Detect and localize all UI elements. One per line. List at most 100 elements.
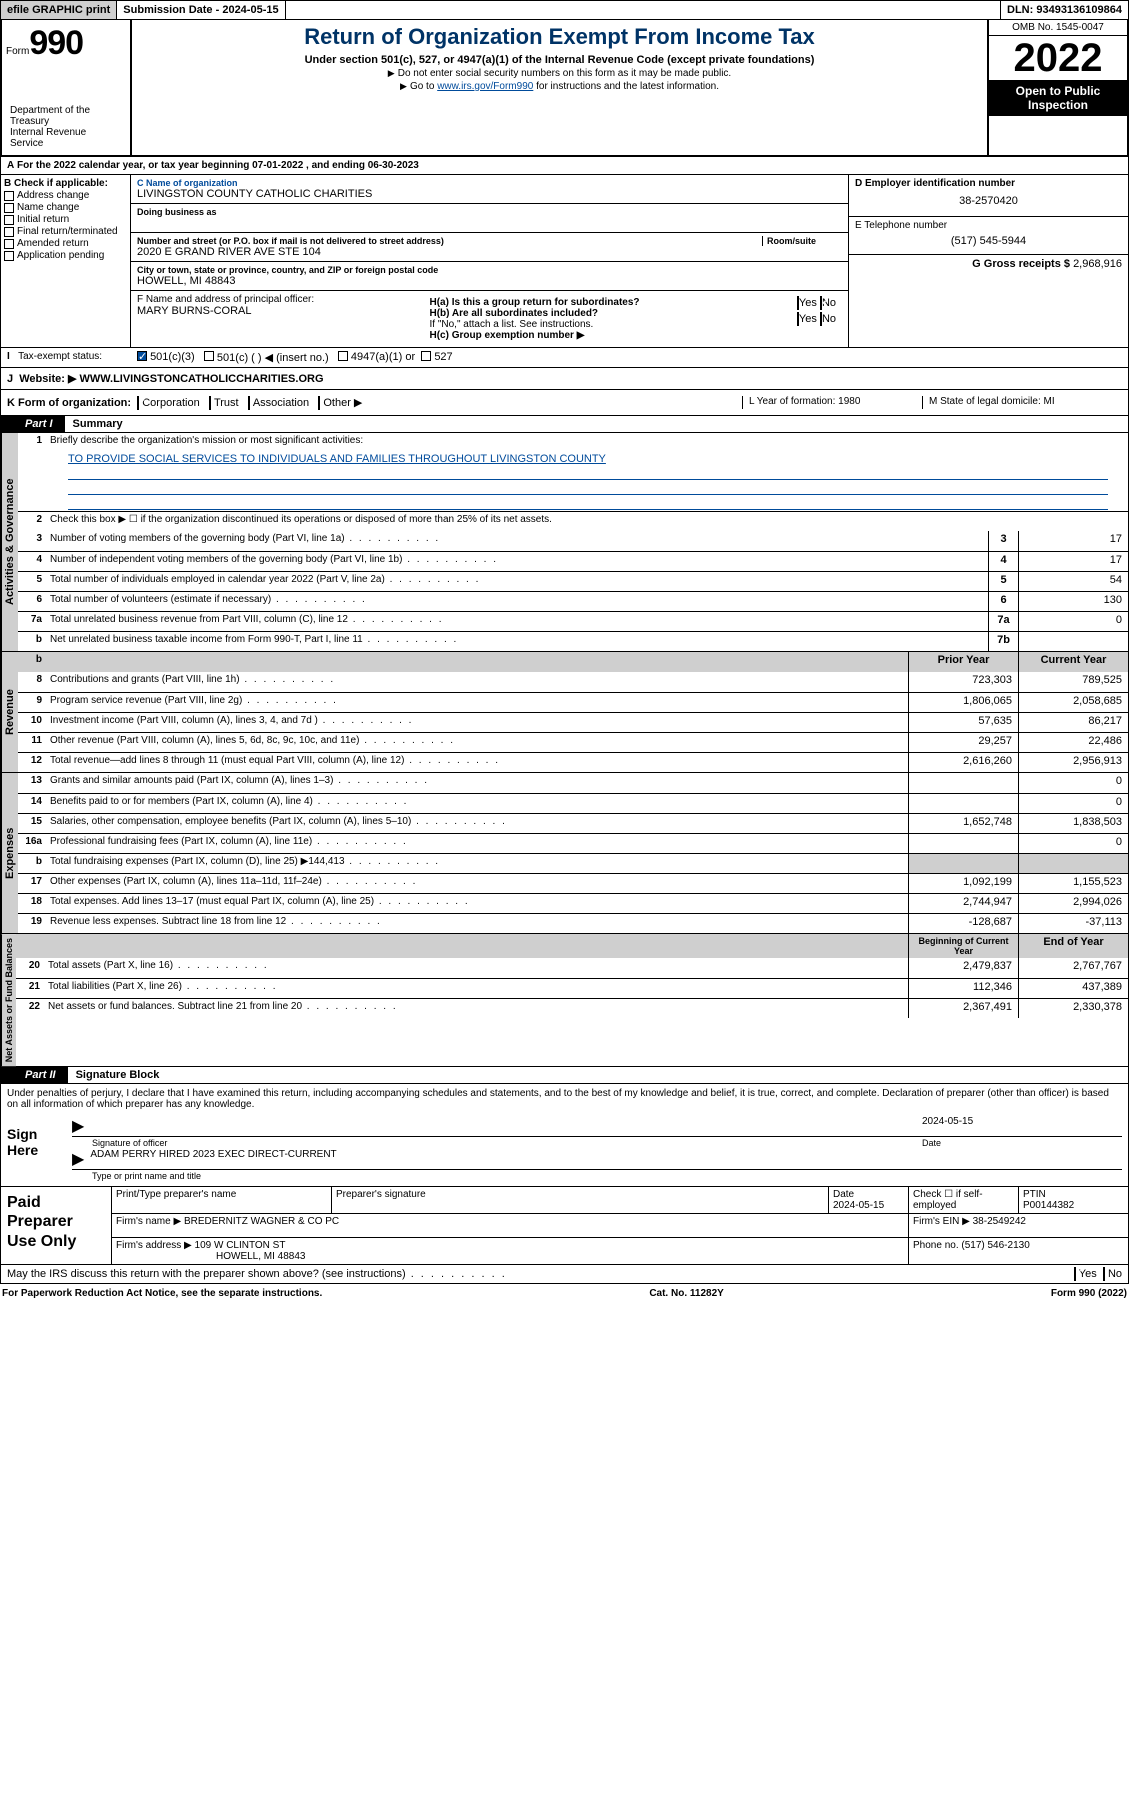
col-b-checkboxes: B Check if applicable: Address changeNam…: [1, 175, 131, 347]
line-text: Other expenses (Part IX, column (A), lin…: [46, 874, 908, 893]
line-text: Benefits paid to or for members (Part IX…: [46, 794, 908, 813]
phone: (517) 545-5944: [855, 231, 1122, 251]
e-label: E Telephone number: [855, 220, 1122, 231]
efile-print-button[interactable]: efile GRAPHIC print: [1, 1, 117, 19]
form-title: Return of Organization Exempt From Incom…: [140, 24, 979, 50]
b-checkbox[interactable]: [4, 239, 14, 249]
line-text: Number of independent voting members of …: [46, 552, 988, 571]
k-assoc-checkbox[interactable]: [248, 396, 250, 410]
k-row: K Form of organization: Corporation Trus…: [0, 390, 1129, 416]
line-value: 130: [1018, 592, 1128, 611]
ha-no-checkbox[interactable]: [820, 296, 822, 310]
line-text: Total liabilities (Part X, line 26): [44, 979, 908, 998]
current-value: 2,956,913: [1018, 753, 1128, 772]
prep-date-header: Date: [833, 1189, 854, 1200]
line-text: Total unrelated business revenue from Pa…: [46, 612, 988, 631]
501c-checkbox[interactable]: [204, 351, 214, 361]
hc-label: H(c) Group exemption number ▶: [430, 330, 717, 341]
line-text: Grants and similar amounts paid (Part IX…: [46, 773, 908, 793]
prep-sig-header: Preparer's signature: [331, 1187, 828, 1213]
may-yes-checkbox[interactable]: [1074, 1267, 1076, 1281]
line-text: Total revenue—add lines 8 through 11 (mu…: [46, 753, 908, 772]
b-checkbox[interactable]: [4, 215, 14, 225]
q1: Briefly describe the organization's miss…: [46, 433, 1128, 453]
dln: DLN: 93493136109864: [1001, 1, 1128, 19]
prior-value: [908, 794, 1018, 813]
section-a-line: A For the 2022 calendar year, or tax yea…: [0, 157, 1129, 175]
part1-header: Part ISummary: [0, 416, 1129, 433]
line-text: Program service revenue (Part VIII, line…: [46, 693, 908, 712]
cat-no: Cat. No. 11282Y: [649, 1288, 723, 1299]
line-text: Total number of individuals employed in …: [46, 572, 988, 591]
part2-header: Part IISignature Block: [0, 1067, 1129, 1084]
vlabel-netassets: Net Assets or Fund Balances: [1, 934, 16, 1066]
b-opt-label: Amended return: [17, 238, 89, 249]
city-label: City or town, state or province, country…: [137, 265, 842, 275]
form-prefix: Form: [6, 46, 29, 57]
d-label: D Employer identification number: [855, 178, 1122, 189]
b-checkbox[interactable]: [4, 203, 14, 213]
b-checkbox[interactable]: [4, 227, 14, 237]
current-value: 437,389: [1018, 979, 1128, 998]
may-no-checkbox[interactable]: [1103, 1267, 1105, 1281]
527-checkbox[interactable]: [421, 351, 431, 361]
prior-value: 1,806,065: [908, 693, 1018, 712]
section-bcdefg: B Check if applicable: Address changeNam…: [0, 175, 1129, 348]
line-text: Other revenue (Part VIII, column (A), li…: [46, 733, 908, 752]
summary-governance: Activities & Governance 1Briefly describ…: [0, 433, 1129, 652]
b-checkbox[interactable]: [4, 191, 14, 201]
line-value: 17: [1018, 552, 1128, 571]
begin-year-header: Beginning of Current Year: [908, 934, 1018, 958]
line-text: Total assets (Part X, line 16): [44, 958, 908, 978]
dba-label: Doing business as: [137, 207, 842, 217]
paid-preparer-label: Paid Preparer Use Only: [1, 1187, 111, 1264]
name-title-caption: Type or print name and title: [72, 1170, 1122, 1182]
prior-value: 723,303: [908, 672, 1018, 692]
k-other-checkbox[interactable]: [318, 396, 320, 410]
form-ref: Form 990 (2022): [1051, 1288, 1127, 1299]
may-discuss-row: May the IRS discuss this return with the…: [0, 1265, 1129, 1284]
room-label: Room/suite: [767, 236, 842, 246]
k-corp-checkbox[interactable]: [137, 396, 139, 410]
line-box: 7a: [988, 612, 1018, 631]
current-year-header: Current Year: [1018, 652, 1128, 672]
k-trust-checkbox[interactable]: [209, 396, 211, 410]
sig-date-caption: Date: [922, 1137, 1122, 1149]
prior-year-header: Prior Year: [908, 652, 1018, 672]
firm-addr2: HOWELL, MI 48843: [116, 1251, 305, 1262]
prior-value: -128,687: [908, 914, 1018, 933]
prep-date: 2024-05-15: [833, 1200, 884, 1211]
prior-value: [908, 773, 1018, 793]
submission-date: Submission Date - 2024-05-15: [117, 1, 285, 19]
firm-phone-label: Phone no.: [913, 1240, 961, 1251]
b-opt-label: Application pending: [17, 250, 104, 261]
city: HOWELL, MI 48843: [137, 275, 842, 287]
current-value: 789,525: [1018, 672, 1128, 692]
mission-line: [68, 466, 1108, 480]
ein: 38-2570420: [855, 189, 1122, 213]
sig-arrow-icon: ▶: [72, 1116, 90, 1136]
line-value: 17: [1018, 531, 1128, 551]
prior-value: 29,257: [908, 733, 1018, 752]
current-value: 22,486: [1018, 733, 1128, 752]
b-checkbox[interactable]: [4, 251, 14, 261]
f-label: F Name and address of principal officer:: [137, 294, 424, 305]
page-footer: For Paperwork Reduction Act Notice, see …: [0, 1284, 1129, 1303]
501c3-checkbox[interactable]: [137, 351, 147, 361]
topbar-spacer: [286, 1, 1001, 19]
current-value: 2,330,378: [1018, 999, 1128, 1018]
summary-revenue: Revenue bPrior YearCurrent Year 8Contrib…: [0, 652, 1129, 773]
current-value: 86,217: [1018, 713, 1128, 732]
firm-addr1: 109 W CLINTON ST: [195, 1240, 286, 1251]
vlabel-expenses: Expenses: [1, 773, 18, 933]
irs-link[interactable]: www.irs.gov/Form990: [437, 81, 533, 92]
4947-checkbox[interactable]: [338, 351, 348, 361]
prep-name-header: Print/Type preparer's name: [111, 1187, 331, 1213]
ptin: P00144382: [1023, 1200, 1074, 1211]
ptin-label: PTIN: [1023, 1189, 1046, 1200]
line-text: Salaries, other compensation, employee b…: [46, 814, 908, 833]
line-text: Revenue less expenses. Subtract line 18 …: [46, 914, 908, 933]
paperwork-notice: For Paperwork Reduction Act Notice, see …: [2, 1288, 322, 1299]
mission-line: [68, 481, 1108, 495]
prior-value: 2,479,837: [908, 958, 1018, 978]
